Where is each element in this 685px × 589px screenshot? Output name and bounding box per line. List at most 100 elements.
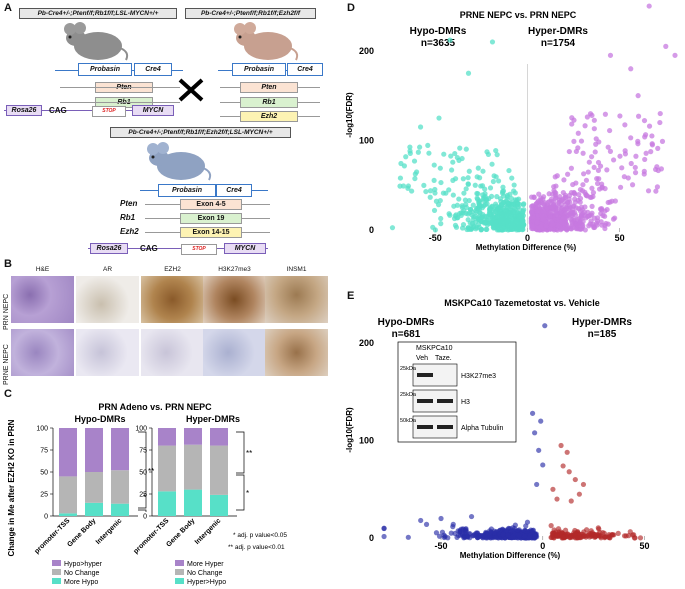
d-point [592,149,598,155]
e-point [558,442,564,449]
e-point [548,523,554,529]
d-point [540,208,546,214]
mycn-box: MYCN [132,105,174,116]
d-point [480,211,486,218]
cag-label-2: CAG [140,244,158,253]
d-point [576,191,582,198]
d-point [488,211,494,217]
d-point [465,175,471,181]
panel-e-ylabel: -log10(FDR) [345,407,354,453]
d-point [635,113,642,119]
e-point [516,532,522,539]
c-ytick-label: 50 [40,470,48,477]
d-point [545,210,552,216]
cre4-box-3: Cre4 [216,184,252,197]
d-point [573,180,579,186]
d-point [511,182,517,188]
d-point [449,167,455,173]
panel-c-ylabel: Change in Me after EZH2 KO in PRN [7,419,16,556]
e-point [558,529,564,535]
d-point [400,183,407,189]
d-point [589,112,595,118]
d-point [516,222,522,228]
band-h3-veh [417,399,433,403]
d-point [471,223,477,229]
panel-e-chart: MSKPCa10 Tazemetostat vs. Vehicle Hypo-D… [345,298,649,560]
d-point [438,221,444,227]
d-point [475,165,481,171]
d-point [646,123,653,129]
sig-bracket-3 [236,431,245,474]
c-ytick-label: 0 [44,514,48,521]
e-xtick-label: 0 [540,541,545,551]
e-point [448,530,454,536]
d-point [573,148,579,155]
d-point [425,142,431,149]
d-point [595,215,601,221]
ihc-prn-insm1 [265,276,328,323]
e-point [488,529,494,535]
d-point [663,43,669,49]
d-xtick-label: -50 [429,233,442,243]
d-point [456,196,462,202]
ihc-prn-he [11,276,74,323]
d-point [507,213,513,219]
d-point [472,182,478,188]
d-point [549,203,556,210]
d-point [564,206,570,212]
d-point [494,152,500,158]
c-ytick-label: 100 [36,426,48,433]
d-point [423,188,429,195]
ihc-prne-ar [76,329,139,376]
e-point [418,517,424,524]
d-point [553,195,559,201]
d-point [652,166,659,173]
e-point [445,535,451,541]
e-point [532,533,538,539]
d-point [493,208,499,214]
e-point [609,532,615,538]
d-point [409,188,415,194]
e-point [504,532,511,538]
d-point [561,177,567,183]
mw-marker-3: 50kDa [400,418,417,424]
d-point [607,127,613,134]
rosa-line-2 [88,248,268,249]
c-bar-segment [85,502,103,516]
c-bar-segment [184,489,202,516]
legend-more-hypo: More Hypo [64,579,98,586]
e-point [581,533,587,539]
panel-d-hypo-n: n=3635 [421,38,456,49]
d-point [580,223,586,229]
d-point [628,135,634,141]
d-point [452,176,459,182]
d-point [514,209,520,215]
d-point [493,219,499,225]
pten-label: Pten [120,199,138,208]
panel-d-hyper-label: Hyper-DMRs [528,26,588,37]
d-point [454,154,461,161]
panel-e-scatter: 0 100 200 -50 0 50 [359,323,649,551]
pink-mouse-icon [234,22,299,61]
d-point [591,126,597,132]
d-point [586,159,592,165]
d-point [412,175,418,182]
d-point [591,164,597,171]
legend-swatch-hyper-hypo [175,578,184,584]
d-point [454,202,460,208]
d-point [558,226,564,232]
d-point [478,183,484,189]
band-tubulin-taze [437,425,453,429]
d-point [407,148,413,154]
d-point [483,196,490,202]
panel-d-hyper-n: n=1754 [541,38,576,49]
d-point [507,191,513,197]
d-point [453,224,460,230]
d-point [473,208,479,214]
d-point [509,195,515,202]
c-ytick-label: 75 [139,448,147,455]
d-point [506,167,512,174]
d-point [435,202,442,208]
d-point [465,181,471,187]
